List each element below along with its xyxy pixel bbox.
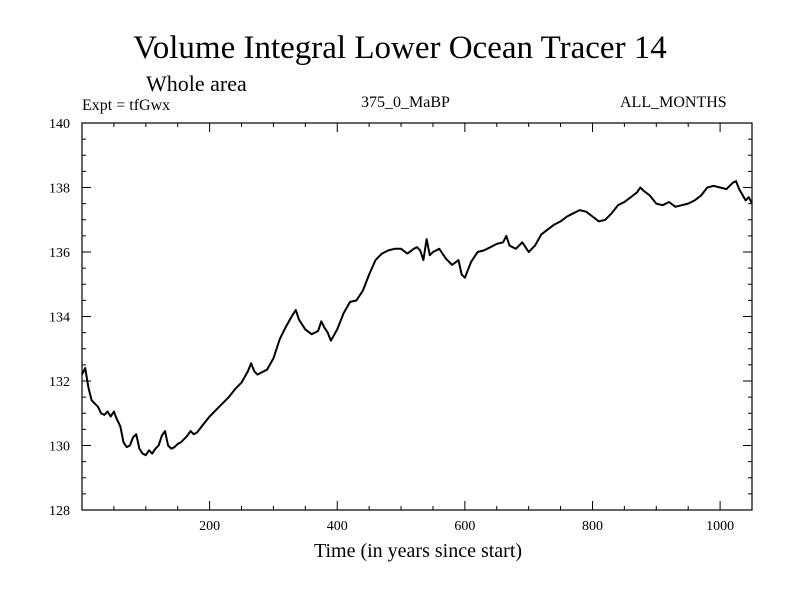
chart-title: Volume Integral Lower Ocean Tracer 14 [133,30,667,66]
experiment-label: Expt = tfGwx [82,97,171,114]
axis-ticks [82,123,752,510]
y-tick-label: 140 [49,117,70,132]
series-line [81,180,753,457]
series-layer [81,180,753,457]
chart-subtitle: Whole area [146,71,247,96]
x-tick-label: 400 [327,519,348,534]
x-tick-label: 800 [582,519,603,534]
y-tick-label: 136 [49,246,70,261]
y-tick-label: 134 [49,311,70,326]
x-tick-label: 200 [199,519,220,534]
axis-tick-labels: 200 400 600 800 1000 128 130 132 134 136 138 140 [49,117,734,534]
y-tick-label: 138 [49,182,70,197]
months-label: ALL_MONTHS [620,94,727,111]
y-tick-label: 128 [49,504,70,519]
y-tick-label: 132 [49,375,70,390]
x-tick-label: 600 [454,519,475,534]
run-label: 375_0_MaBP [361,94,450,111]
x-tick-label: 1000 [706,519,734,534]
x-axis-label: Time (in years since start) [313,540,523,562]
y-tick-label: 130 [49,440,70,455]
plot-frame [81,122,753,511]
